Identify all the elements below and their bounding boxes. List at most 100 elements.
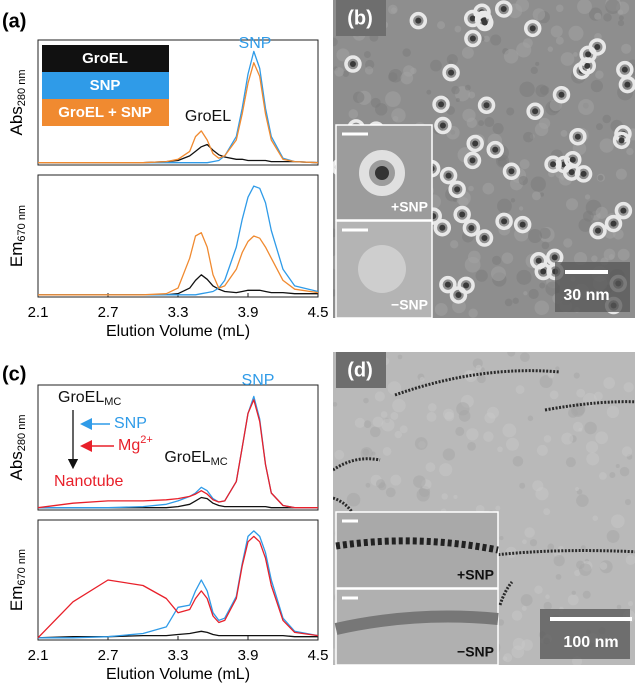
noise [607, 530, 620, 543]
particle-core [463, 282, 469, 288]
particle-core [469, 157, 475, 163]
noise [468, 186, 474, 192]
noise [395, 431, 402, 438]
noise [506, 108, 514, 116]
particle-core [570, 157, 576, 163]
annotation: SNP [239, 35, 272, 52]
noise [561, 130, 568, 137]
x-tick-label: 3.9 [238, 304, 259, 321]
noise [468, 92, 475, 99]
inset-label: −SNP [391, 297, 428, 313]
noise [522, 606, 527, 611]
noise [543, 508, 550, 515]
x-axis-label: Elution Volume (mL) [106, 323, 250, 340]
noise [435, 303, 448, 316]
noise [539, 282, 545, 288]
particle-core [595, 228, 601, 234]
noise [539, 118, 550, 129]
noise [334, 67, 344, 77]
particle-core [619, 137, 625, 143]
annotation-main: Mg [118, 437, 140, 454]
panel-label: (d) [347, 359, 373, 381]
series-line [38, 536, 318, 637]
noise [521, 594, 533, 606]
noise [620, 467, 630, 477]
y-axis-label: Abs280 nm [7, 70, 27, 136]
particle-core [550, 161, 556, 167]
annotation: SNP [242, 372, 275, 389]
noise [568, 594, 579, 605]
x-tick-label: 3.9 [238, 647, 259, 664]
noise [491, 266, 506, 281]
noise [428, 403, 437, 412]
noise [502, 252, 514, 264]
noise [511, 198, 515, 202]
noise [596, 207, 608, 219]
y-axis-label-main: Abs [7, 106, 26, 135]
noise [540, 86, 549, 95]
noise [531, 177, 546, 192]
x-tick-label: 2.7 [98, 304, 119, 321]
inset-label: +SNP [391, 199, 428, 215]
particle-core [624, 82, 630, 88]
noise [603, 377, 615, 389]
noise [506, 547, 517, 558]
noise [468, 309, 477, 318]
particle-core [584, 63, 590, 69]
noise [585, 194, 590, 199]
noise [516, 270, 531, 285]
noise [616, 169, 627, 180]
x-axis-label: Elution Volume (mL) [106, 666, 250, 683]
noise [347, 493, 361, 507]
noise [504, 49, 519, 64]
particle-core [472, 140, 478, 146]
noise [329, 38, 338, 47]
noise [465, 257, 481, 273]
legend-label: SNP [90, 77, 121, 94]
noise [348, 109, 358, 119]
noise [595, 431, 608, 444]
noise [476, 365, 482, 371]
particle-core [581, 171, 587, 177]
noise [364, 420, 372, 428]
noise [497, 199, 512, 214]
noise [626, 148, 633, 155]
noise [547, 543, 554, 550]
legend-label: SNP [114, 415, 147, 432]
particle-core [575, 134, 581, 140]
noise [544, 435, 552, 443]
noise [617, 605, 622, 610]
annotation: Mg2+ [118, 434, 153, 454]
x-tick-label: 3.3 [168, 304, 189, 321]
noise [576, 494, 589, 507]
noise [426, 462, 436, 472]
noise [618, 9, 624, 15]
micrograph-d: +SNP−SNP(d)100 nm [329, 349, 635, 667]
noise [454, 26, 461, 33]
noise [465, 85, 471, 91]
annotation-main: SNP [242, 372, 275, 389]
noise [594, 13, 601, 20]
noise [390, 475, 401, 486]
noise [375, 103, 387, 115]
noise [584, 422, 596, 434]
annotation-sub: MC [211, 456, 228, 468]
noise [591, 80, 603, 92]
panel-label: (a) [2, 10, 26, 32]
noise [365, 66, 373, 74]
particle-core [508, 168, 514, 174]
noise [420, 377, 425, 382]
legend-label-main: SNP [114, 415, 147, 432]
particle-core [552, 254, 558, 260]
noise [535, 62, 539, 66]
noise [364, 51, 371, 58]
noise [519, 82, 534, 97]
noise [586, 441, 598, 453]
noise [437, 21, 445, 29]
legend-label-main: Nanotube [54, 473, 123, 490]
noise [548, 372, 554, 378]
noise [611, 514, 625, 528]
particle-core [482, 235, 488, 241]
noise [366, 483, 371, 488]
particle-core [415, 18, 421, 24]
